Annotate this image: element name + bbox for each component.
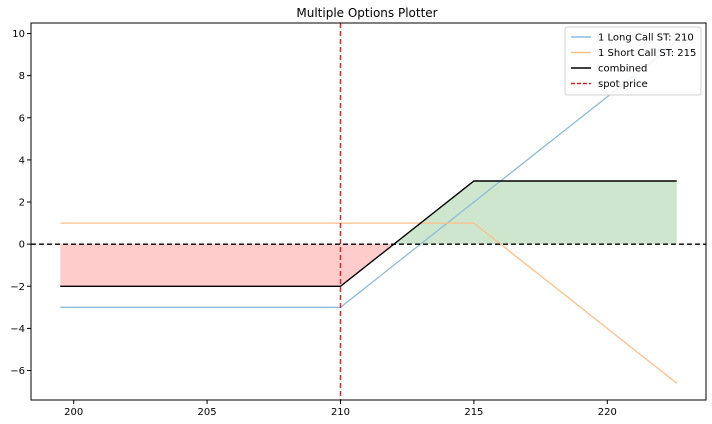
reference-lines bbox=[31, 23, 706, 400]
y-tick-label: 0 bbox=[19, 240, 25, 251]
legend-label: combined bbox=[598, 64, 647, 75]
legend-label: 1 Long Call ST: 210 bbox=[598, 33, 694, 44]
y-tick-label: 4 bbox=[19, 155, 25, 166]
y-tick-label: 6 bbox=[19, 113, 25, 124]
plot-frame bbox=[30, 22, 707, 401]
y-tick-label: −6 bbox=[10, 366, 25, 377]
loss-fill-area bbox=[60, 244, 394, 287]
series-line-1-short-call-st-215 bbox=[60, 222, 678, 384]
x-axis-ticks: 200 205 210 215 220 bbox=[64, 400, 617, 418]
legend-label: spot price bbox=[598, 79, 648, 90]
y-tick-label: 2 bbox=[19, 198, 25, 209]
legend: 1 Long Call ST: 210 1 Short Call ST: 215 c… bbox=[564, 26, 702, 96]
series-line-combined bbox=[60, 180, 677, 287]
y-tick-label: −4 bbox=[10, 324, 25, 335]
x-tick-label: 205 bbox=[198, 407, 217, 418]
y-tick-label: −2 bbox=[10, 282, 25, 293]
x-tick-label: 210 bbox=[331, 407, 350, 418]
x-tick-label: 220 bbox=[598, 407, 617, 418]
legend-box bbox=[564, 26, 702, 96]
y-tick-label: 8 bbox=[19, 71, 25, 82]
fill-areas bbox=[60, 181, 677, 287]
x-tick-label: 215 bbox=[464, 407, 483, 418]
profit-fill-area bbox=[393, 181, 677, 245]
y-axis-ticks: −6 −4 −2 0 2 4 6 8 10 bbox=[10, 29, 31, 377]
x-tick-label: 200 bbox=[64, 407, 83, 418]
y-tick-label: 10 bbox=[12, 29, 25, 40]
chart-title: Multiple Options Plotter bbox=[296, 6, 437, 20]
legend-label: 1 Short Call ST: 215 bbox=[598, 48, 696, 59]
